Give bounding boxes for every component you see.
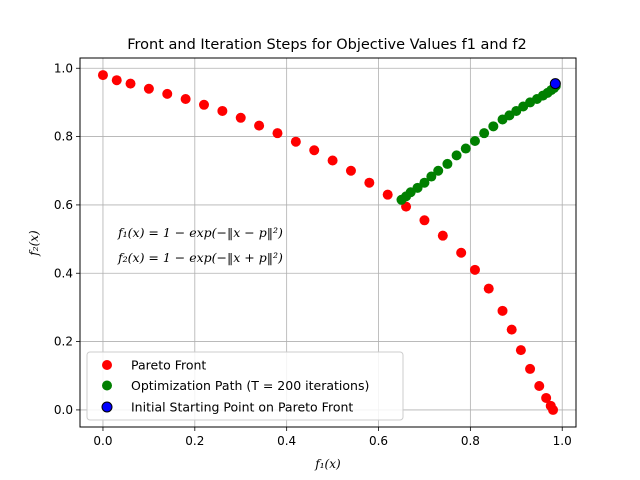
pareto-front-point (125, 78, 136, 89)
pareto-front-point (469, 264, 480, 275)
optimization-path-point (460, 143, 471, 154)
legend-marker-optimization-path (102, 380, 112, 391)
pareto-front-point (506, 324, 517, 335)
y-tick-label: 0.8 (54, 130, 73, 144)
y-tick-label: 0.6 (54, 198, 73, 212)
pareto-front-point (309, 145, 320, 156)
pareto-front-point (143, 83, 154, 94)
pareto-front-point (456, 247, 467, 258)
pareto-front-point (364, 177, 375, 188)
equation-f1: f₁(x) = 1 − exp(−‖x − p‖²) (117, 225, 283, 240)
optimization-path-point (451, 150, 462, 161)
y-tick-label: 0.0 (54, 403, 73, 417)
optimization-path-point (479, 128, 490, 139)
x-tick-label: 0.0 (93, 434, 112, 448)
optimization-path-point (488, 121, 499, 132)
pareto-front-point (541, 392, 552, 403)
pareto-front-point (483, 283, 494, 294)
x-tick-label: 0.8 (461, 434, 480, 448)
legend-marker-pareto-front (102, 360, 112, 370)
y-tick-label: 0.2 (54, 335, 73, 349)
pareto-front-point (419, 215, 430, 226)
optimization-path-point (426, 171, 437, 182)
gridlines (80, 58, 576, 427)
plot-frame (79, 57, 577, 428)
initial-starting-point (549, 78, 561, 90)
x-tick-label: 1.0 (553, 434, 572, 448)
optimization-path-point (433, 165, 444, 176)
optimization-path-point (412, 182, 423, 193)
pareto-front-point (235, 112, 246, 123)
x-tick-label: 0.4 (277, 434, 296, 448)
pareto-front-point (525, 363, 536, 374)
optimization-path-point (469, 136, 480, 147)
pareto-front-point (97, 70, 108, 81)
legend-label-initial-point: Initial Starting Point on Pareto Front (131, 400, 353, 415)
y-axis-label: f₂(x) (27, 230, 41, 257)
pareto-front-point (111, 75, 122, 86)
ticks: 0.0 0.2 0.4 0.6 0.8 1.0 0.0 0.2 0.4 0.6 0.8 1.0 (54, 61, 572, 448)
pareto-front-point (437, 230, 448, 241)
pareto-front-point (254, 120, 265, 131)
y-tick-label: 0.4 (54, 266, 73, 280)
y-tick-label: 1.0 (54, 61, 73, 75)
pareto-front-point (290, 136, 301, 147)
optimization-path-point (442, 158, 453, 169)
pareto-front-point (327, 155, 338, 166)
x-tick-label: 0.6 (369, 434, 388, 448)
pareto-front-point (382, 189, 393, 200)
pareto-front-point (534, 381, 545, 391)
legend: Pareto Front Optimization Path (T = 200 … (86, 351, 404, 421)
pareto-front-point (180, 94, 191, 104)
legend-marker-initial-point (101, 401, 113, 413)
legend-label-pareto-front: Pareto Front (131, 358, 206, 373)
equation-f2: f₂(x) = 1 − exp(−‖x + p‖²) (117, 250, 283, 265)
x-tick-label: 0.2 (185, 434, 204, 448)
pareto-front-point (515, 345, 526, 356)
legend-label-optimization-path: Optimization Path (T = 200 iterations) (131, 378, 369, 393)
pareto-front-point (199, 99, 209, 110)
legend-box (86, 351, 404, 421)
pareto-front-point (497, 305, 508, 316)
optimization-path-point (419, 177, 430, 188)
pareto-front-point (272, 128, 283, 139)
pareto-front-point (548, 404, 559, 415)
pareto-front-point (217, 105, 228, 116)
x-axis-label: f₁(x) (314, 457, 341, 471)
chart-title: Front and Iteration Steps for Objective … (127, 37, 527, 53)
pareto-front-point (162, 88, 173, 99)
series-layer (97, 70, 561, 415)
pareto-front-point (345, 165, 356, 176)
